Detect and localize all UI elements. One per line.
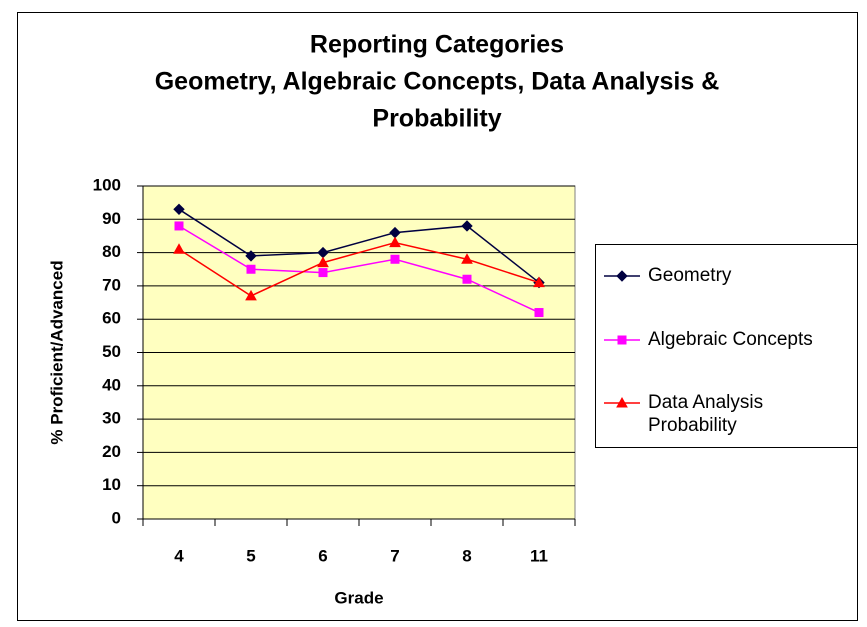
marker (616, 396, 628, 408)
chart-title: Reporting Categories (310, 31, 564, 59)
marker (318, 268, 328, 278)
x-tick-label: 5 (246, 546, 255, 565)
series-line (178, 208, 540, 284)
y-tick-label: 80 (102, 242, 121, 261)
marker (616, 270, 628, 282)
marker (617, 335, 627, 345)
legend-label: Geometry (648, 265, 732, 286)
x-tick-label: 6 (318, 546, 327, 565)
marker (246, 264, 256, 274)
y-tick-label: 30 (102, 409, 121, 428)
legend-box (595, 244, 858, 448)
marker (173, 203, 185, 216)
marker (245, 250, 257, 262)
marker (461, 220, 473, 232)
marker (533, 276, 545, 288)
series-line (178, 225, 540, 314)
marker (390, 254, 400, 264)
chart-title: Probability (372, 105, 501, 133)
y-axis-label: % Proficient/Advanced (47, 260, 66, 444)
y-tick-label: 10 (102, 475, 121, 494)
y-tick-label: 0 (112, 508, 121, 527)
marker (389, 236, 401, 248)
x-tick-label: 4 (174, 546, 184, 565)
y-tick-label: 100 (93, 175, 121, 194)
legend-label: Data Analysis Probability (648, 392, 764, 436)
y-tick-label: 90 (102, 209, 121, 228)
y-tick-label: 20 (102, 442, 121, 461)
y-tick-label: 50 (102, 342, 121, 361)
x-tick-label: 11 (530, 546, 548, 565)
marker (173, 243, 185, 254)
y-tick-label: 60 (102, 309, 121, 328)
y-tick-label: 70 (102, 275, 121, 294)
chart-title: Geometry, Algebraic Concepts, Data Analy… (155, 68, 720, 96)
series-line (178, 241, 540, 297)
marker (317, 256, 329, 268)
x-axis-label: Grade (334, 588, 383, 607)
marker (174, 221, 184, 231)
marker (461, 253, 473, 264)
x-tick-label: 8 (462, 546, 471, 565)
legend-label: Algebraic Concepts (648, 329, 813, 350)
marker (462, 274, 472, 284)
x-tick-label: 7 (390, 546, 399, 565)
marker (534, 308, 544, 318)
y-tick-label: 40 (102, 375, 121, 394)
marker (245, 289, 257, 301)
